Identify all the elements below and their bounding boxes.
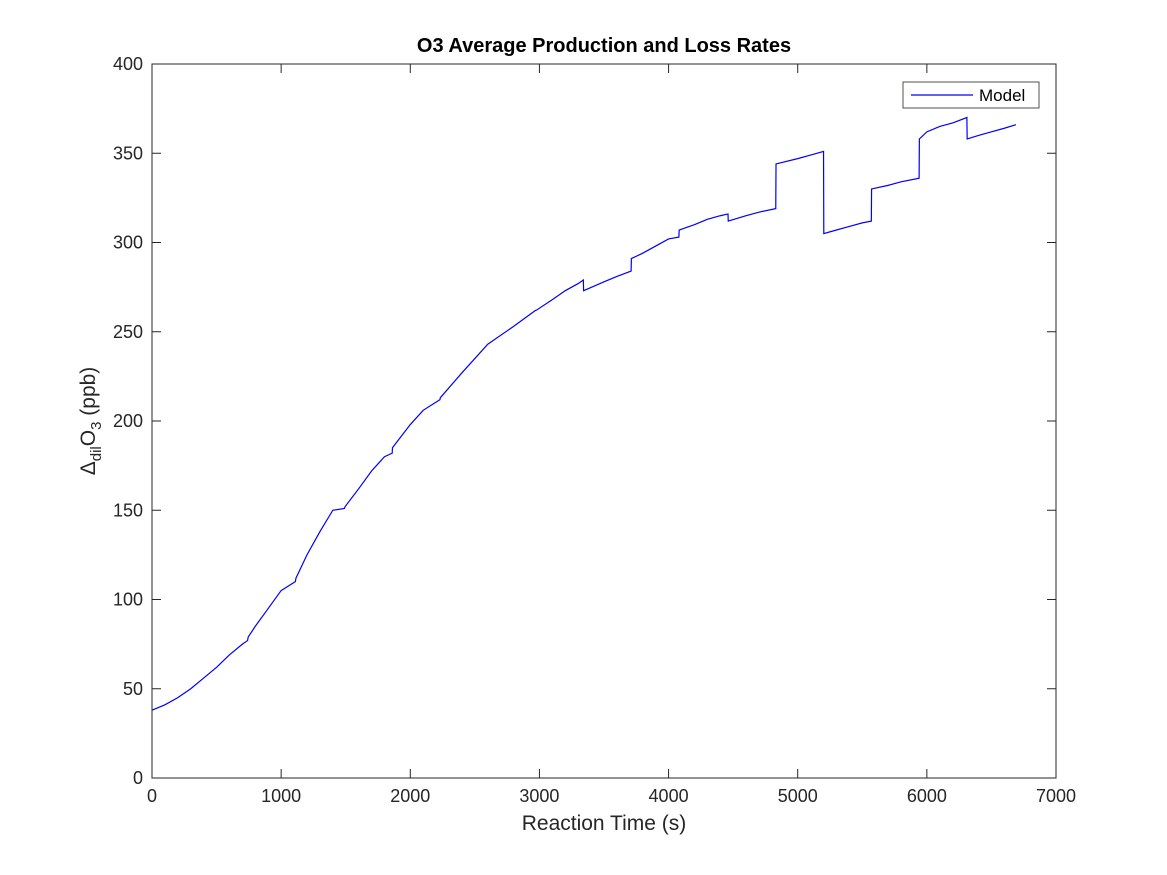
x-tick-label: 0 xyxy=(147,786,157,806)
chart-title: O3 Average Production and Loss Rates xyxy=(417,35,791,57)
y-axis-label-delta: Δ xyxy=(77,461,100,475)
x-tick-label: 2000 xyxy=(390,786,430,806)
y-axis-label-species-sub: 3 xyxy=(88,422,105,430)
x-tick-label: 3000 xyxy=(519,786,559,806)
y-tick-label: 250 xyxy=(113,322,143,342)
x-tick-label: 4000 xyxy=(649,786,689,806)
y-axis-label-delta-sub: dil xyxy=(88,446,105,461)
y-tick-label: 50 xyxy=(123,679,143,699)
y-tick-label: 100 xyxy=(113,590,143,610)
y-axis-ticks: 0 50 100 150 200 250 300 350 400 xyxy=(113,54,1056,788)
y-axis-label-species: O xyxy=(77,430,100,446)
y-tick-label: 300 xyxy=(113,233,143,253)
y-tick-label: 350 xyxy=(113,143,143,163)
y-axis-label-unit: (ppb) xyxy=(77,367,100,422)
x-tick-label: 7000 xyxy=(1036,786,1076,806)
x-tick-label: 5000 xyxy=(778,786,818,806)
y-axis-label: ΔdilO3 (ppb) xyxy=(77,367,105,476)
y-tick-label: 200 xyxy=(113,411,143,431)
x-axis-label: Reaction Time (s) xyxy=(522,812,687,835)
x-axis-ticks: 0 1000 2000 3000 4000 5000 6000 7000 xyxy=(147,64,1076,806)
plot-area xyxy=(152,64,1056,778)
y-tick-label: 400 xyxy=(113,54,143,74)
legend-label-model: Model xyxy=(979,86,1025,105)
y-tick-label: 150 xyxy=(113,500,143,520)
series-line-model xyxy=(151,116,1017,711)
y-tick-label: 0 xyxy=(133,768,143,788)
legend: Model xyxy=(902,81,1040,109)
plot-frame xyxy=(151,63,1057,779)
x-tick-label: 6000 xyxy=(907,786,947,806)
x-tick-label: 1000 xyxy=(261,786,301,806)
